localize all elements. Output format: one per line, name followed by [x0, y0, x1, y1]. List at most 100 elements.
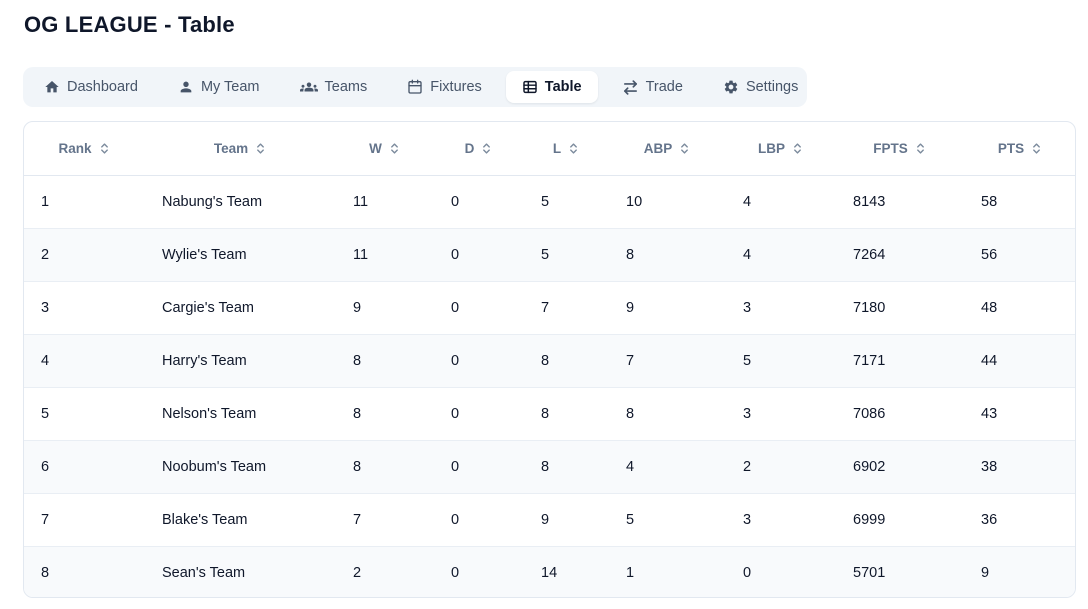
cell-l: 8: [541, 458, 550, 475]
nav-tabs: Dashboard My Team Teams Fixtures Table Trade S…: [23, 67, 807, 107]
cell-abp: 4: [626, 458, 635, 475]
tab-label: Dashboard: [67, 79, 138, 95]
sort-icon: [257, 143, 265, 154]
column-header-lbp[interactable]: LBP: [726, 122, 836, 176]
cell-rank: 1: [41, 193, 50, 210]
calendar-icon: [407, 79, 423, 95]
table-icon: [522, 79, 538, 95]
cell-lbp: 3: [743, 405, 752, 422]
tab-table[interactable]: Table: [505, 71, 598, 103]
table-header: Rank Team W D L ABP LBP FPTS PTS: [24, 122, 1075, 176]
column-label: D: [464, 140, 475, 156]
cell-lbp: 5: [743, 352, 752, 369]
cell-lbp: 4: [743, 246, 752, 263]
sort-icon: [390, 143, 398, 154]
cell-team: Cargie's Team: [162, 299, 254, 316]
cell-pts: 38: [981, 458, 998, 475]
page-title: OG LEAGUE - Table: [24, 12, 235, 37]
cell-rank: 6: [41, 458, 50, 475]
cell-abp: 8: [626, 405, 635, 422]
cell-pts: 58: [981, 193, 998, 210]
column-header-pts[interactable]: PTS: [964, 122, 1075, 176]
sort-icon: [570, 143, 578, 154]
cell-d: 0: [451, 511, 460, 528]
cell-team: Nelson's Team: [162, 405, 257, 422]
column-header-abp[interactable]: ABP: [609, 122, 726, 176]
column-header-team[interactable]: Team: [145, 122, 336, 176]
sort-icon: [1033, 143, 1041, 154]
cell-w: 7: [353, 511, 362, 528]
user-icon: [178, 79, 194, 95]
cell-fpts: 7086: [853, 405, 886, 422]
cell-d: 0: [451, 458, 460, 475]
cell-d: 0: [451, 564, 460, 581]
cell-team: Blake's Team: [162, 511, 248, 528]
tab-settings[interactable]: Settings: [707, 71, 814, 103]
cell-rank: 3: [41, 299, 50, 316]
cell-lbp: 0: [743, 564, 752, 581]
gear-icon: [723, 79, 739, 95]
column-header-rank[interactable]: Rank: [24, 122, 145, 176]
cell-pts: 9: [981, 564, 990, 581]
cell-fpts: 6902: [853, 458, 886, 475]
cell-abp: 1: [626, 564, 635, 581]
cell-w: 9: [353, 299, 362, 316]
table-row: 3 Cargie's Team 9 0 7 9 3 7180 48: [24, 281, 1075, 334]
column-label: ABP: [643, 140, 673, 156]
cell-pts: 56: [981, 246, 998, 263]
cell-l: 5: [541, 246, 550, 263]
tab-label: Table: [544, 79, 582, 95]
cell-l: 7: [541, 299, 550, 316]
table-row: 4 Harry's Team 8 0 8 7 5 7171 44: [24, 334, 1075, 387]
home-icon: [44, 79, 60, 95]
cell-w: 11: [353, 193, 369, 210]
cell-fpts: 7171: [853, 352, 886, 369]
cell-abp: 7: [626, 352, 635, 369]
cell-abp: 9: [626, 299, 635, 316]
table-row: 2 Wylie's Team 11 0 5 8 4 7264 56: [24, 228, 1075, 281]
trade-icon: [622, 79, 639, 96]
column-label: W: [369, 140, 382, 156]
cell-abp: 8: [626, 246, 635, 263]
sort-icon: [483, 143, 491, 154]
tab-label: Teams: [324, 79, 368, 95]
cell-fpts: 7180: [853, 299, 886, 316]
column-header-d[interactable]: D: [434, 122, 524, 176]
cell-rank: 5: [41, 405, 50, 422]
column-label: LBP: [758, 140, 785, 156]
tab-fixtures[interactable]: Fixtures: [391, 71, 498, 103]
cell-d: 0: [451, 352, 460, 369]
cell-l: 14: [541, 564, 558, 581]
cell-fpts: 6999: [853, 511, 886, 528]
cell-lbp: 3: [743, 511, 752, 528]
tab-dashboard[interactable]: Dashboard: [28, 71, 154, 103]
cell-rank: 4: [41, 352, 50, 369]
cell-d: 0: [451, 299, 460, 316]
column-label: Team: [213, 140, 249, 156]
cell-team: Wylie's Team: [162, 246, 247, 263]
tab-my-team[interactable]: My Team: [162, 71, 276, 103]
column-header-fpts[interactable]: FPTS: [836, 122, 964, 176]
cell-rank: 7: [41, 511, 50, 528]
table-row: 6 Noobum's Team 8 0 8 4 2 6902 38: [24, 440, 1075, 493]
column-header-w[interactable]: W: [336, 122, 434, 176]
cell-l: 9: [541, 511, 550, 528]
table-body: 1 Nabung's Team 11 0 5 10 4 8143 58 2 Wylie's Team…: [24, 175, 1075, 597]
column-label: Rank: [58, 140, 92, 156]
cell-lbp: 3: [743, 299, 752, 316]
cell-team: Noobum's Team: [162, 458, 267, 475]
league-table: Rank Team W D L ABP LBP FPTS PTS 1 Nabung's Team 1…: [24, 122, 1075, 597]
cell-abp: 10: [626, 193, 643, 210]
cell-fpts: 7264: [853, 246, 886, 263]
cell-lbp: 4: [743, 193, 752, 210]
cell-team: Harry's Team: [162, 352, 247, 369]
column-header-l[interactable]: L: [524, 122, 609, 176]
column-label: L: [552, 140, 562, 156]
tab-trade[interactable]: Trade: [606, 71, 699, 103]
table-row: 7 Blake's Team 7 0 9 5 3 6999 36: [24, 493, 1075, 546]
cell-w: 8: [353, 458, 362, 475]
tab-label: Fixtures: [430, 79, 482, 95]
users-icon: [299, 78, 318, 96]
tab-teams[interactable]: Teams: [284, 71, 384, 103]
cell-d: 0: [451, 405, 460, 422]
